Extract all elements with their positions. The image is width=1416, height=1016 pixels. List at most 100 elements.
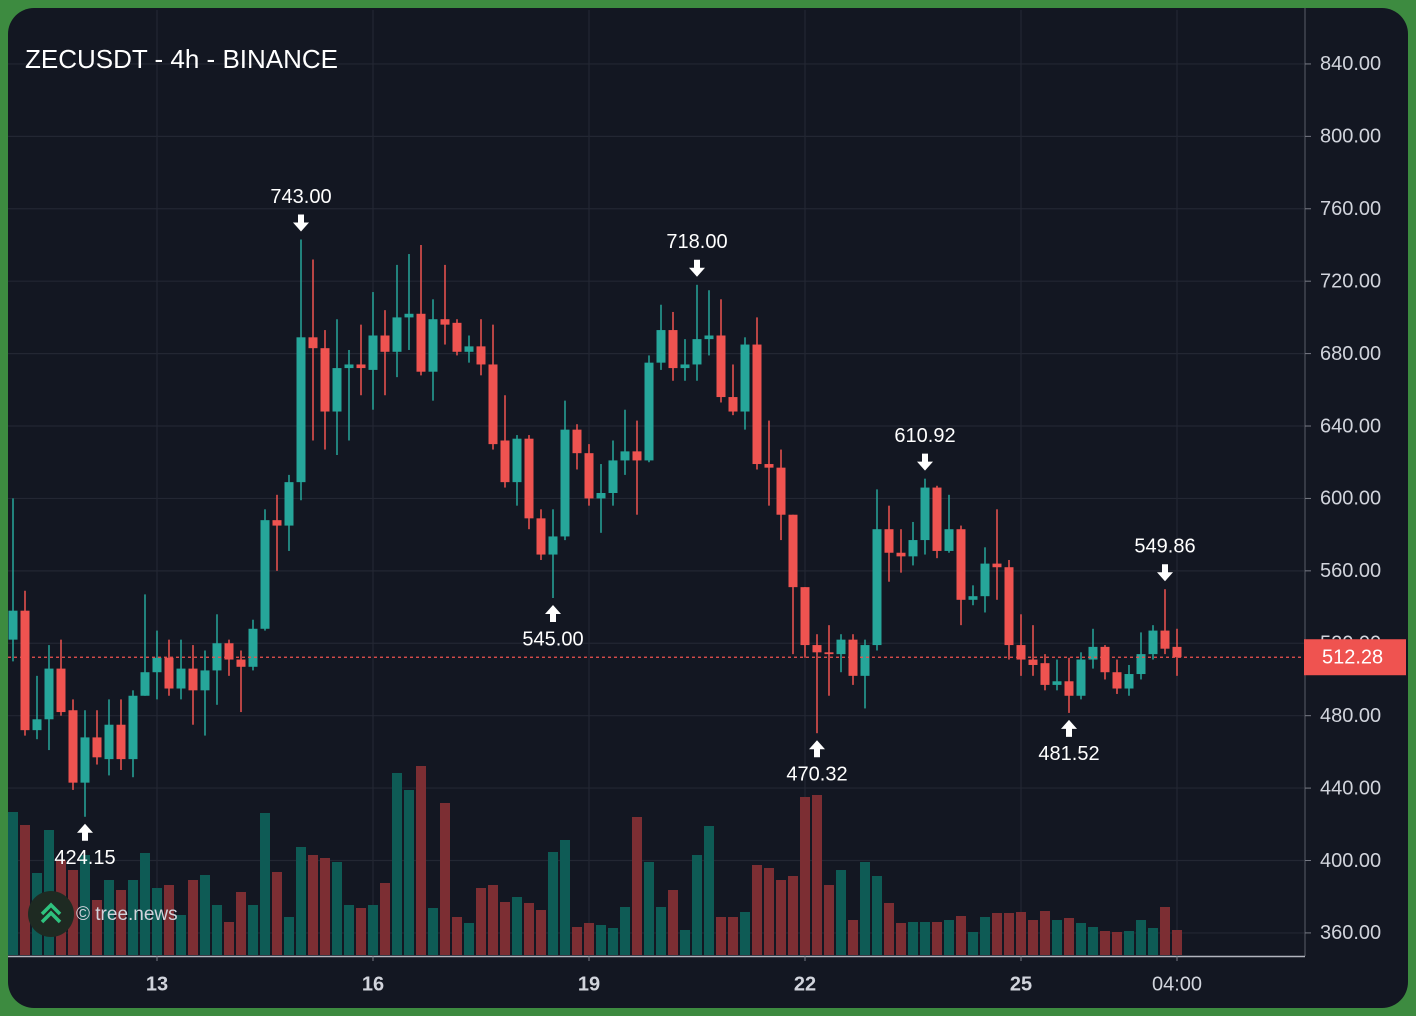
volume-bar xyxy=(1088,927,1098,955)
candle-body xyxy=(908,540,918,557)
arrow-up xyxy=(809,740,825,758)
volume-bar xyxy=(116,890,126,955)
volume-bar xyxy=(956,916,966,955)
candle-body xyxy=(872,529,882,646)
volume-bar xyxy=(332,862,342,955)
candle-body xyxy=(1016,645,1026,660)
candle-body xyxy=(1112,672,1122,689)
volume-bar xyxy=(836,870,846,955)
candle-body xyxy=(632,451,642,461)
candle-body xyxy=(68,710,78,783)
candle-body xyxy=(452,322,462,352)
candle-body xyxy=(140,672,150,696)
candle-body xyxy=(260,520,270,629)
last-price-box xyxy=(1304,639,1406,676)
candle-body xyxy=(8,610,18,640)
volume-bar xyxy=(404,790,414,955)
candle-body xyxy=(404,313,414,318)
candle-body xyxy=(224,643,234,660)
candle-body xyxy=(392,317,402,352)
candle-body xyxy=(1124,674,1134,689)
y-tick-label: 720.00 xyxy=(1320,270,1381,292)
volume-bar xyxy=(1172,930,1182,955)
candle-body xyxy=(104,724,114,760)
volume-bar xyxy=(1124,931,1134,955)
candle-body xyxy=(416,313,426,372)
candle-body xyxy=(44,668,54,720)
volume-bar xyxy=(356,908,366,955)
candle-body xyxy=(740,344,750,412)
volume-bar xyxy=(1160,907,1170,955)
y-tick-label: 400.00 xyxy=(1320,850,1381,872)
volume-bar xyxy=(1004,913,1014,955)
axis-layer: 360.00400.00440.00480.00520.00560.00600.… xyxy=(8,53,1406,995)
volume-bar xyxy=(560,840,570,955)
candle-body xyxy=(596,493,606,499)
volume-bar xyxy=(728,917,738,955)
volume-bar xyxy=(800,797,810,955)
candle-body xyxy=(716,335,726,398)
candle-body xyxy=(836,639,846,655)
x-tick-label: 13 xyxy=(146,973,168,995)
volume-bar xyxy=(188,880,198,955)
candle-body xyxy=(284,482,294,526)
volume-bar xyxy=(488,885,498,955)
annotation-label: 718.00 xyxy=(666,231,727,253)
volume-bar xyxy=(1064,918,1074,955)
candle-body xyxy=(1088,646,1098,660)
candle-body xyxy=(620,451,630,461)
candle-body xyxy=(848,639,858,676)
volume-bar xyxy=(596,925,606,955)
y-tick-label: 680.00 xyxy=(1320,343,1381,365)
arrow-down xyxy=(1157,564,1173,582)
candle-body xyxy=(212,643,222,671)
candle-body xyxy=(56,668,66,713)
volume-bar xyxy=(608,928,618,955)
candle-body xyxy=(608,460,618,493)
candle-body xyxy=(980,563,990,597)
candle-body xyxy=(1004,567,1014,646)
volume-bar xyxy=(860,862,870,955)
x-tick-label: 22 xyxy=(794,973,816,995)
volume-bar xyxy=(992,913,1002,955)
candle-body xyxy=(176,668,186,689)
candle-body xyxy=(440,319,450,325)
watermark: © tree.news xyxy=(28,891,178,937)
volume-bar xyxy=(308,855,318,955)
candle-body xyxy=(428,319,438,372)
candle-body xyxy=(500,440,510,483)
candle-body xyxy=(548,536,558,555)
last-price-label: 512.28 xyxy=(1322,647,1383,669)
volume-bar xyxy=(1112,932,1122,955)
volume-bar xyxy=(752,865,762,955)
volume-bar xyxy=(1052,920,1062,955)
volume-bar xyxy=(476,888,486,955)
volume-bar xyxy=(248,905,258,955)
volume-bar xyxy=(344,905,354,955)
candle-body xyxy=(524,438,534,519)
candle-body xyxy=(1052,681,1062,685)
volume-bar xyxy=(776,880,786,955)
candle-body xyxy=(932,487,942,551)
volume-bar xyxy=(272,872,282,955)
volume-bar xyxy=(368,905,378,955)
volume-bar xyxy=(128,880,138,955)
volume-bar xyxy=(104,880,114,955)
volume-bar xyxy=(320,858,330,955)
annotation-label: 549.86 xyxy=(1134,535,1195,557)
volume-bar xyxy=(464,923,474,955)
y-tick-label: 840.00 xyxy=(1320,53,1381,75)
volume-bar xyxy=(512,897,522,955)
volume-bar xyxy=(1016,912,1026,955)
volume-bar xyxy=(200,875,210,955)
volume-bar xyxy=(692,855,702,955)
volume-bar xyxy=(452,917,462,955)
candle-body xyxy=(344,364,354,369)
candle-body xyxy=(812,645,822,653)
candle-body xyxy=(800,587,810,646)
volume-bar xyxy=(968,932,978,955)
y-tick-label: 640.00 xyxy=(1320,415,1381,437)
candle-body xyxy=(32,719,42,731)
volume-bar xyxy=(572,927,582,955)
